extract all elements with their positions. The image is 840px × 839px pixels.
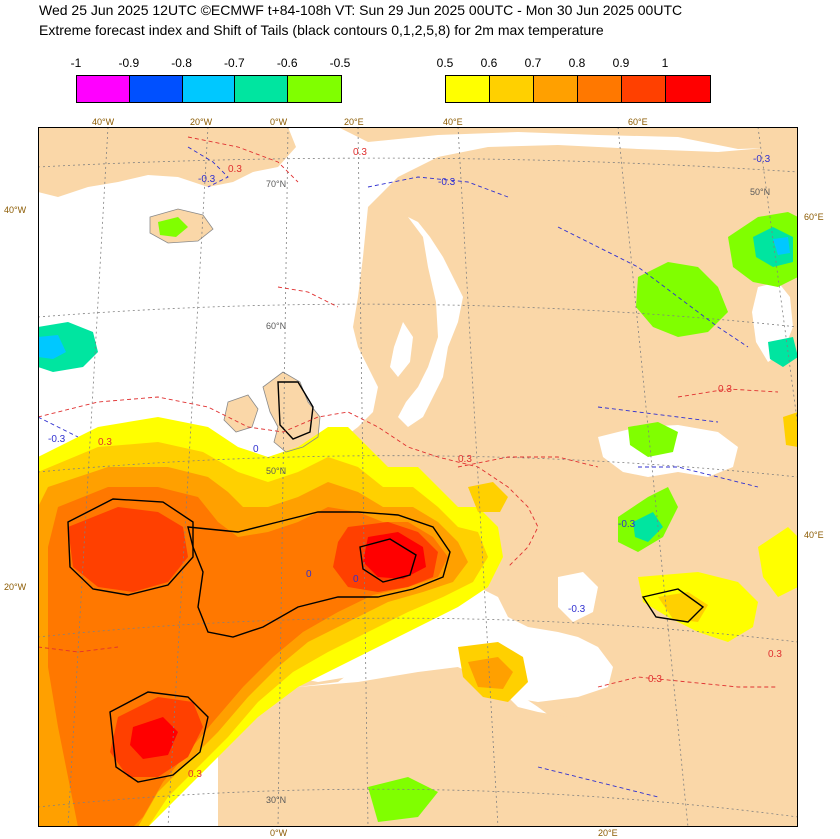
colorbar-tick-label: -0.9 — [118, 56, 140, 70]
colorbar-swatch — [490, 76, 534, 102]
colorbar-negative-ticks: -1 -0.9 -0.8 -0.7 -0.6 -0.5 — [71, 54, 351, 72]
lon-label: 60°E — [628, 117, 648, 127]
colorbar-swatch — [182, 76, 236, 102]
colorbar-swatch — [235, 76, 289, 102]
colorbar-negative: -1 -0.9 -0.8 -0.7 -0.6 -0.5 — [71, 54, 351, 103]
contour-labels: 0.3 0.3 0.3 0.3 0.3 0.3 0.3 0.3 -0.3 -0.… — [48, 147, 782, 780]
colorbar-positive: 0.5 0.6 0.7 0.8 0.9 1 — [437, 54, 711, 103]
coastlines — [149, 208, 321, 453]
colorbar-swatch — [446, 76, 490, 102]
contour-label: 0.3 — [768, 649, 782, 660]
lat-label: 60°N — [266, 321, 286, 331]
lon-label: 40°W — [92, 117, 115, 127]
lon-label: 40°E — [443, 117, 463, 127]
colorbar-negative-boxes — [76, 75, 342, 103]
colorbar-tick-label: 1 — [661, 56, 669, 70]
colorbar-swatch — [129, 76, 183, 102]
lat-label: 60°E — [804, 212, 824, 222]
lon-label: 20°E — [598, 828, 618, 838]
contour-label: 0.3 — [458, 454, 472, 465]
lat-label: 20°W — [4, 582, 27, 592]
contour-label: 0.3 — [188, 769, 202, 780]
map-frame — [38, 127, 798, 827]
lat-label: 40°W — [4, 205, 27, 215]
graticule — [38, 127, 798, 827]
lon-label: 20°E — [344, 117, 364, 127]
colorbar-swatch — [666, 76, 710, 102]
colorbar-swatch — [288, 76, 341, 102]
lon-label: 20°W — [190, 117, 213, 127]
efi-negative-shading — [38, 212, 798, 822]
colorbar-positive-ticks: 0.5 0.6 0.7 0.8 0.9 1 — [437, 54, 709, 72]
efi-contours-positive — [38, 136, 779, 688]
contour-label: -0.3 — [618, 519, 636, 530]
colorbar-swatch — [622, 76, 666, 102]
colorbar-tick-label: 0.5 — [436, 56, 454, 70]
sot-label: 0 — [253, 444, 259, 455]
lon-label: 0°W — [270, 117, 288, 127]
colorbar-tick-label: -0.6 — [276, 56, 298, 70]
efi-map: 0.3 0.3 0.3 0.3 0.3 0.3 0.3 0.3 -0.3 -0.… — [38, 127, 798, 827]
contour-label: 0.3 — [98, 437, 112, 448]
sot-label: 0 — [353, 574, 359, 585]
contour-label: -0.3 — [568, 604, 586, 615]
colorbar-tick-label: 0.9 — [612, 56, 630, 70]
colorbar-swatch — [77, 76, 130, 102]
colorbar-tick-label: -0.5 — [329, 56, 351, 70]
sot-label: 0 — [306, 569, 312, 580]
colorbar-tick-label: -0.7 — [224, 56, 245, 70]
contour-label: 0.3 — [228, 164, 242, 175]
contour-label: 0.3 — [718, 384, 732, 395]
lat-label: 50°N — [266, 466, 286, 476]
chart-title: Wed 25 Jun 2025 12UTC ©ECMWF t+84-108h V… — [39, 2, 683, 18]
lat-label: 50°N — [750, 187, 770, 197]
contour-label: 0.3 — [353, 147, 367, 158]
lat-label: 30°N — [266, 795, 286, 805]
contour-label: -0.3 — [438, 177, 456, 188]
colorbar-positive-boxes — [445, 75, 711, 103]
colorbar-tick-label: -1 — [70, 56, 82, 70]
colorbar-tick-label: -0.8 — [171, 56, 192, 70]
colorbar-swatch — [578, 76, 622, 102]
colorbar-tick-label: 0.7 — [524, 56, 542, 70]
sot-contours — [67, 381, 705, 783]
lon-label: 0°W — [270, 828, 288, 838]
chart-subtitle: Extreme forecast index and Shift of Tail… — [39, 22, 604, 38]
contour-label: 0.3 — [648, 674, 662, 685]
colorbar-swatch — [534, 76, 578, 102]
colorbar-tick-label: 0.6 — [480, 56, 498, 70]
contour-label: -0.3 — [48, 434, 66, 445]
contour-label: -0.3 — [753, 154, 771, 165]
lat-labels-interior: 70°N 60°N 50°N 30°N 50°N — [266, 179, 770, 805]
contour-label: -0.3 — [198, 174, 216, 185]
colorbar-tick-label: 0.8 — [568, 56, 586, 70]
efi-contours-negative — [38, 146, 759, 798]
lat-label: 70°N — [266, 179, 286, 189]
lat-label: 40°E — [804, 530, 824, 540]
